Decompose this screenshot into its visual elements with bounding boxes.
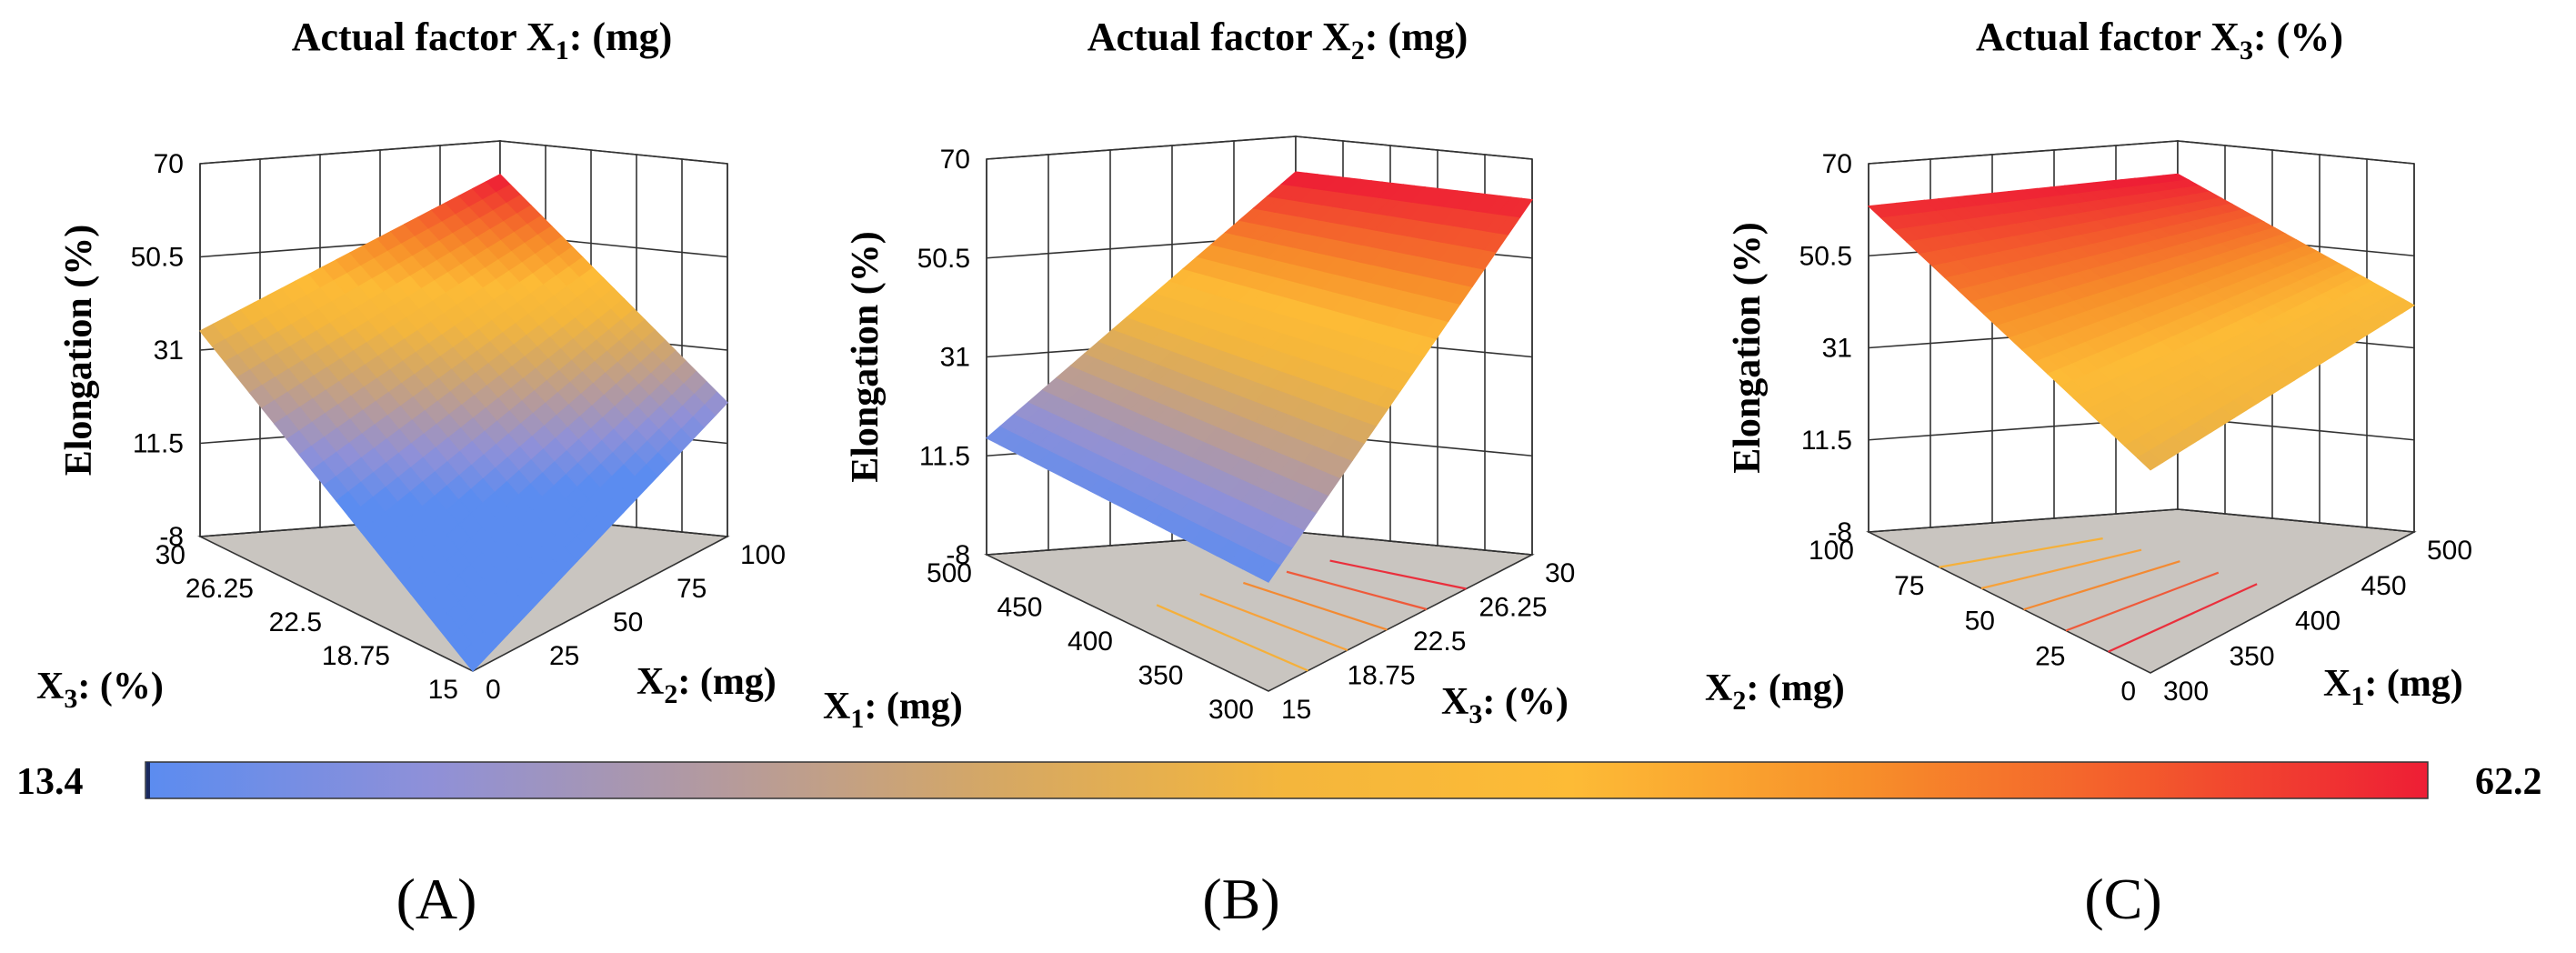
right-axis-label: X1: (mg) [2323,663,2463,711]
z-tick-label: 31 [940,343,970,373]
base-floor [1866,508,2417,674]
left-axis-tick: 300 [1208,695,1254,725]
z-tick-label: 70 [154,149,184,179]
left-axis-tick: 22.5 [269,607,322,637]
left-axis-tick: 75 [1894,571,1924,601]
left-axis-label: X3: (%) [36,666,164,714]
left-axis-tick: 18.75 [322,641,390,671]
colorbar-gradient [145,761,2429,799]
right-axis-tick: 100 [740,540,786,570]
right-axis-label: X2: (mg) [636,661,777,709]
left-axis-label: X2: (mg) [1705,667,1845,716]
right-axis-tick: 75 [677,574,707,604]
z-tick-label: -8 [1828,517,1852,547]
z-tick-label: -8 [159,522,184,552]
right-axis-tick: 26.25 [1479,593,1548,623]
right-axis-tick: 15 [1281,695,1311,725]
right-axis-tick: 400 [2295,607,2340,637]
panel-label: (A) [396,867,477,931]
z-tick-label: 11.5 [919,441,970,471]
right-axis-tick: 300 [2163,677,2209,707]
left-axis-tick: 100 [1809,536,1854,566]
right-axis-tick: 18.75 [1348,661,1416,691]
z-axis-label: Elongation (%) [845,231,887,483]
left-axis-tick: 350 [1138,661,1183,691]
z-tick-label: 70 [1822,149,1852,179]
z-tick-label: -8 [946,540,970,570]
surface-patch [2390,298,2416,314]
left-axis-tick: 500 [927,558,972,588]
contour-line [1243,581,1388,631]
contour-line [2065,571,2220,632]
right-axis-tick: 22.5 [1413,627,1466,657]
contour-line [1286,570,1428,611]
z-axis-label: Elongation (%) [58,225,100,476]
left-axis-tick: 50 [1965,607,1995,637]
contour-line [1939,537,2103,568]
right-axis-tick: 500 [2427,536,2472,566]
z-tick-label: 31 [1822,334,1852,364]
contour-line [2108,583,2258,653]
right-axis-tick: 50 [613,607,643,637]
left-axis-tick: 15 [428,675,458,705]
z-gridline [986,135,1533,160]
z-tick-label: 50.5 [131,243,184,273]
colorbar-max-label: 62.2 [2475,761,2542,803]
right-axis-tick: 25 [549,641,579,671]
right-axis-tick: 350 [2230,641,2275,671]
contour-line [1156,604,1308,672]
left-axis-tick: 26.25 [185,574,254,604]
z-tick-label: 11.5 [133,429,184,459]
plot-title: Actual factor X2: (mg) [1088,15,1468,65]
colorbar: 13.4 62.2 [16,761,2542,803]
left-axis-tick: 25 [2035,641,2065,671]
plot-title: Actual factor X1: (mg) [292,15,673,65]
plot-title: Actual factor X3: (%) [1976,15,2343,65]
left-axis-tick: 0 [2120,677,2136,707]
right-axis-tick: 30 [1545,558,1575,588]
z-gridline [199,140,728,165]
surface-patch [704,391,728,416]
z-tick-label: 50.5 [1799,241,1852,271]
left-axis-tick: 30 [155,540,185,570]
z-tick-label: 11.5 [1801,426,1852,456]
right-axis-tick: 0 [486,675,501,705]
right-axis-label: X3: (%) [1441,681,1569,729]
contour-line [1980,548,2142,590]
z-axis-label: Elongation (%) [1727,222,1769,474]
contour-line [1329,559,1467,590]
z-tick-label: 70 [940,145,970,175]
z-tick-label: 50.5 [917,244,970,274]
surface-patch [1508,197,1534,218]
panel-label: (C) [2084,867,2161,931]
z-gridline [1868,508,2415,533]
left-axis-tick: 450 [997,593,1042,623]
contour-line [1199,593,1348,652]
contour-line [2023,560,2180,611]
left-axis-tick: 400 [1067,627,1113,657]
right-axis-tick: 450 [2361,571,2407,601]
colorbar-min-label: 13.4 [16,761,84,803]
panel-label: (B) [1202,867,1279,931]
z-tick-label: 31 [154,336,184,366]
left-axis-label: X1: (mg) [823,686,963,734]
z-gridline [1868,140,2415,165]
